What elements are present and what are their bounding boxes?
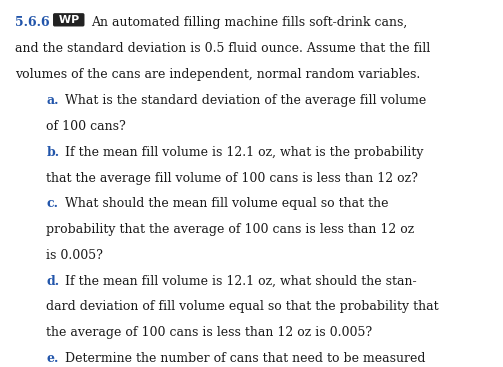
Text: e.: e. — [46, 352, 59, 365]
Text: WP: WP — [55, 15, 83, 25]
Text: b.: b. — [46, 146, 59, 159]
Text: An automated filling machine fills soft-drink cans,: An automated filling machine fills soft-… — [92, 16, 407, 29]
Text: that the average fill volume of 100 cans is less than 12 oz?: that the average fill volume of 100 cans… — [46, 172, 418, 185]
Text: If the mean fill volume is 12.1 oz, what is the probability: If the mean fill volume is 12.1 oz, what… — [65, 146, 424, 159]
Text: dard deviation of fill volume equal so that the probability that: dard deviation of fill volume equal so t… — [46, 301, 439, 313]
Text: and the standard deviation is 0.5 fluid ounce. Assume that the fill: and the standard deviation is 0.5 fluid … — [15, 42, 431, 55]
Text: 5.6.6: 5.6.6 — [15, 16, 50, 29]
Text: probability that the average of 100 cans is less than 12 oz: probability that the average of 100 cans… — [46, 223, 415, 236]
Text: c.: c. — [46, 197, 58, 210]
Text: the average of 100 cans is less than 12 oz is 0.005?: the average of 100 cans is less than 12 … — [46, 326, 373, 339]
Text: a.: a. — [46, 94, 59, 107]
Text: volumes of the cans are independent, normal random variables.: volumes of the cans are independent, nor… — [15, 68, 421, 81]
Text: is 0.005?: is 0.005? — [46, 249, 103, 262]
Text: What should the mean fill volume equal so that the: What should the mean fill volume equal s… — [65, 197, 388, 210]
Text: of 100 cans?: of 100 cans? — [46, 120, 126, 133]
Text: d.: d. — [46, 275, 59, 288]
Text: What is the standard deviation of the average fill volume: What is the standard deviation of the av… — [65, 94, 426, 107]
Text: Determine the number of cans that need to be measured: Determine the number of cans that need t… — [65, 352, 426, 365]
Text: If the mean fill volume is 12.1 oz, what should the stan-: If the mean fill volume is 12.1 oz, what… — [65, 275, 416, 288]
